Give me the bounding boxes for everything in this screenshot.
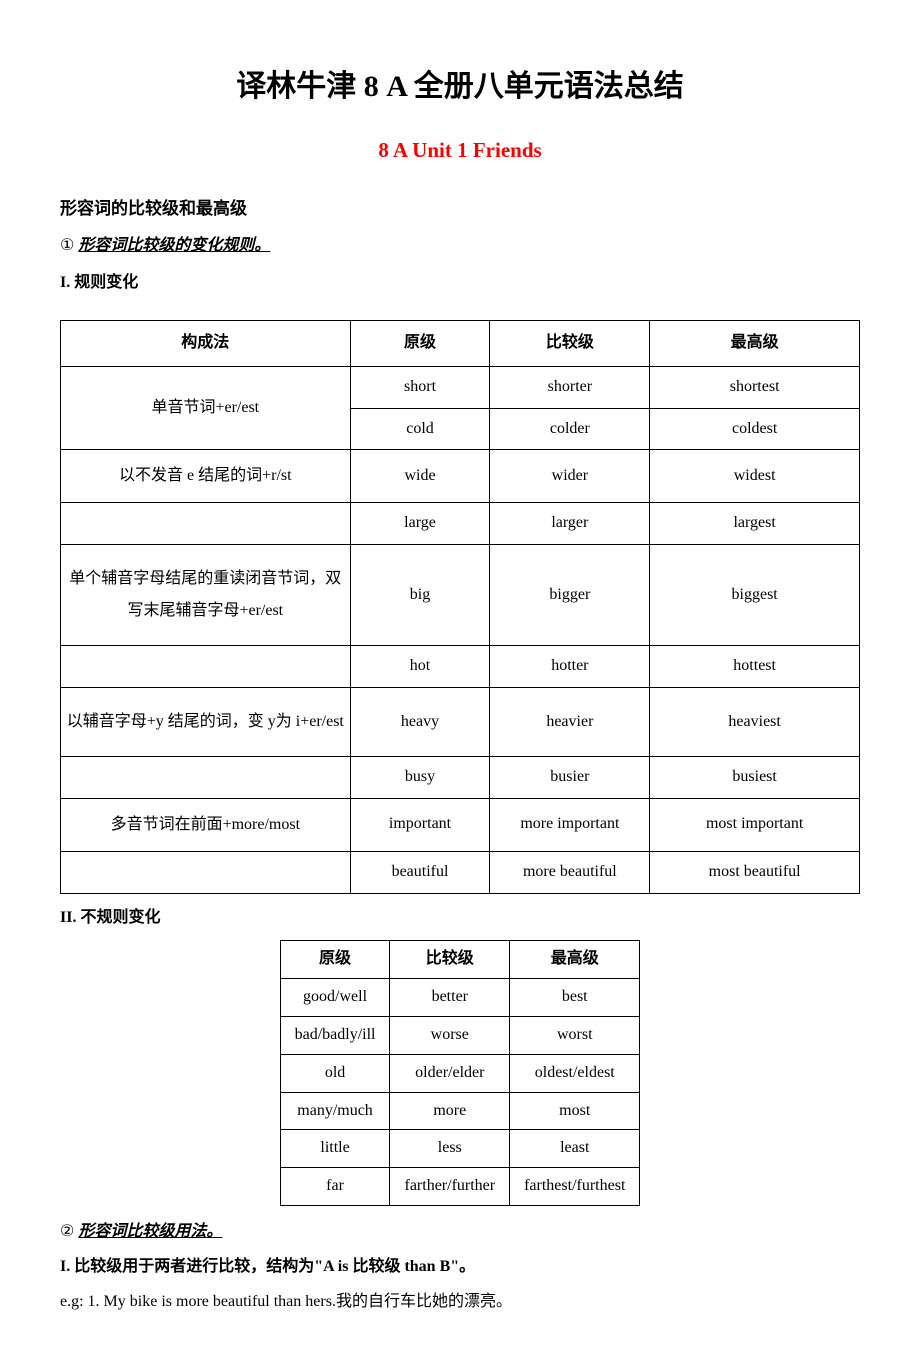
th-superlative: 最高级 [510,941,640,979]
data-cell: bad/badly/ill [280,1016,390,1054]
data-cell: largest [650,503,860,545]
data-cell: wide [350,450,490,503]
th-rule: 构成法 [61,320,351,366]
data-cell: good/well [280,979,390,1017]
table-row: 以辅音字母+y 结尾的词，变 y为 i+er/estheavyheavierhe… [61,687,860,756]
data-cell: least [510,1130,640,1168]
data-cell: busiest [650,756,860,798]
data-cell: better [390,979,510,1017]
table-row: many/muchmoremost [280,1092,640,1130]
rule-cell-empty [61,646,351,688]
data-cell: farthest/furthest [510,1168,640,1206]
th-comparative: 比较级 [390,941,510,979]
table-row: 多音节词在前面+more/mostimportantmore important… [61,798,860,851]
data-cell: more [390,1092,510,1130]
page-title: 译林牛津 8 A 全册八单元语法总结 [60,60,860,114]
data-cell: old [280,1054,390,1092]
data-cell: most important [650,798,860,851]
table-row: 单个辅音字母结尾的重读闭音节词，双写末尾辅音字母+er/estbigbigger… [61,545,860,646]
data-cell: heaviest [650,687,860,756]
data-cell: short [350,366,490,408]
data-cell: worse [390,1016,510,1054]
regular-changes-table: 构成法 原级 比较级 最高级 单音节词+er/estshortshortersh… [60,320,860,894]
point-2-text: 形容词比较级用法。 [78,1223,222,1240]
rule-cell: 多音节词在前面+more/most [61,798,351,851]
data-cell: beautiful [350,851,490,893]
data-cell: less [390,1130,510,1168]
roman-2-label: II. 不规则变化 [60,904,860,933]
point-2: ② 形容词比较级用法。 [60,1218,860,1247]
data-cell: far [280,1168,390,1206]
table-row: 以不发音 e 结尾的词+r/stwidewiderwidest [61,450,860,503]
table-header-row: 原级 比较级 最高级 [280,941,640,979]
table-row: littlelessleast [280,1130,640,1168]
data-cell: important [350,798,490,851]
table-row: oldolder/elderoldest/eldest [280,1054,640,1092]
data-cell: wider [490,450,650,503]
rule-cell: 以辅音字母+y 结尾的词，变 y为 i+er/est [61,687,351,756]
data-cell: heavy [350,687,490,756]
data-cell: hotter [490,646,650,688]
data-cell: worst [510,1016,640,1054]
data-cell: larger [490,503,650,545]
data-cell: many/much [280,1092,390,1130]
table-row: farfarther/furtherfarthest/furthest [280,1168,640,1206]
table-row: good/wellbetterbest [280,979,640,1017]
point-1: ① 形容词比较级的变化规则。 [60,232,860,261]
table-row: largelargerlargest [61,503,860,545]
table-row: hothotterhottest [61,646,860,688]
th-base: 原级 [350,320,490,366]
unit-subtitle: 8 A Unit 1 Friends [60,132,860,170]
data-cell: colder [490,408,650,450]
data-cell: best [510,979,640,1017]
data-cell: busier [490,756,650,798]
irregular-changes-table: 原级 比较级 最高级 good/wellbetterbestbad/badly/… [280,940,641,1206]
rule-cell-empty [61,756,351,798]
table-row: bad/badly/illworseworst [280,1016,640,1054]
table-row: busybusierbusiest [61,756,860,798]
data-cell: more beautiful [490,851,650,893]
section-heading: 形容词的比较级和最高级 [60,194,860,225]
data-cell: heavier [490,687,650,756]
data-cell: most beautiful [650,851,860,893]
data-cell: most [510,1092,640,1130]
th-comparative: 比较级 [490,320,650,366]
table-row: 单音节词+er/estshortshortershortest [61,366,860,408]
data-cell: cold [350,408,490,450]
data-cell: little [280,1130,390,1168]
data-cell: busy [350,756,490,798]
data-cell: shorter [490,366,650,408]
data-cell: big [350,545,490,646]
point-2-prefix: ② [60,1223,78,1240]
rule-cell: 以不发音 e 结尾的词+r/st [61,450,351,503]
point-1-text: 形容词比较级的变化规则。 [78,237,270,254]
data-cell: farther/further [390,1168,510,1206]
usage-1: I. 比较级用于两者进行比较，结构为"A is 比较级 than B"。 [60,1253,860,1282]
data-cell: large [350,503,490,545]
th-base: 原级 [280,941,390,979]
roman-1-label: I. 规则变化 [60,269,860,298]
data-cell: widest [650,450,860,503]
rule-cell-empty [61,851,351,893]
data-cell: bigger [490,545,650,646]
rule-cell-empty [61,503,351,545]
rule-cell: 单音节词+er/est [61,366,351,450]
data-cell: biggest [650,545,860,646]
data-cell: oldest/eldest [510,1054,640,1092]
table-header-row: 构成法 原级 比较级 最高级 [61,320,860,366]
data-cell: hottest [650,646,860,688]
th-superlative: 最高级 [650,320,860,366]
data-cell: more important [490,798,650,851]
table-row: beautifulmore beautifulmost beautiful [61,851,860,893]
data-cell: hot [350,646,490,688]
point-1-prefix: ① [60,237,78,254]
rule-cell: 单个辅音字母结尾的重读闭音节词，双写末尾辅音字母+er/est [61,545,351,646]
data-cell: shortest [650,366,860,408]
data-cell: older/elder [390,1054,510,1092]
data-cell: coldest [650,408,860,450]
